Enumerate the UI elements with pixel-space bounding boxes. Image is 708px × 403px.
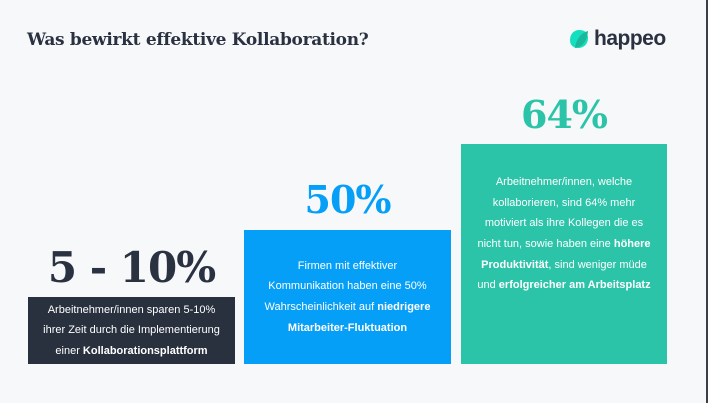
leaf-logo-icon <box>570 30 588 48</box>
highlight-text: Mitarbeiter-Fluktuation <box>287 321 408 334</box>
page-title: Was bewirkt effektive Kollaboration? <box>27 30 369 50</box>
stat-description-line: und erfolgreicher am Arbeitsplatz <box>467 275 661 296</box>
highlight-text: Produktivität <box>481 258 549 271</box>
stat-description-line: Kommunikation haben eine 50% <box>250 276 445 297</box>
stat-box-2: Firmen mit effektiver Kommunikation haben… <box>244 230 451 364</box>
stat-value-3: 64% <box>521 92 608 137</box>
stat-description-line: Wahrscheinlichkeit auf niedrigere <box>250 297 445 318</box>
stat-box-1: Arbeitnehmer/innen sparen 5-10% ihrer Zei… <box>28 297 235 364</box>
stat-description-line: Produktivität, sind weniger müde <box>467 255 661 276</box>
text-segment: Arbeitnehmer/innen, welche <box>495 176 633 189</box>
highlight-text: erfolgreicher am Arbeitsplatz <box>498 279 651 292</box>
text-segment: nicht tun, sowie haben eine <box>477 238 614 250</box>
logo-wordmark: happeo <box>594 27 666 50</box>
stat-description-line: Arbeitnehmer/innen, welche <box>467 172 661 193</box>
text-segment: ihrer Zeit durch die Implementierung <box>43 324 220 337</box>
highlight-text: höhere <box>613 238 651 250</box>
text-segment: Wahrscheinlichkeit auf <box>264 301 378 313</box>
text-segment: Firmen mit effektiver <box>297 259 398 272</box>
stat-description-line: Arbeitnehmer/innen sparen 5-10% <box>34 300 229 321</box>
stat-box-3: Arbeitnehmer/innen, welche kollaborieren,… <box>461 144 667 364</box>
stat-description-line: ihrer Zeit durch die Implementierung <box>34 320 229 341</box>
stat-description-line: motiviert als ihre Kollegen die es <box>467 213 661 234</box>
text-segment: , sind weniger müde <box>548 258 647 271</box>
text-segment: kollaborieren, sind 64% mehr <box>492 196 636 209</box>
stat-description-line: Mitarbeiter-Fluktuation <box>250 318 445 339</box>
text-segment: Kommunikation haben eine 50% <box>268 280 427 293</box>
stat-value-1: 5 - 10% <box>47 243 216 292</box>
window-edge <box>706 0 708 403</box>
highlight-text: niedrigere <box>377 301 431 313</box>
stat-description-line: Firmen mit effektiver <box>250 256 445 277</box>
happeo-logo: happeo <box>569 27 666 51</box>
text-segment: und <box>477 279 499 292</box>
stat-description-line: kollaborieren, sind 64% mehr <box>467 193 661 214</box>
text-segment: einer <box>55 344 83 357</box>
stat-description-line: nicht tun, sowie haben eine höhere <box>467 234 661 255</box>
stat-description-line: einer Kollaborationsplattform <box>34 341 229 362</box>
stat-value-2: 50% <box>304 177 392 222</box>
text-segment: motiviert als ihre Kollegen die es <box>484 217 644 230</box>
highlight-text: Kollaborationsplattform <box>82 344 208 357</box>
text-segment: Arbeitnehmer/innen sparen 5-10% <box>47 303 216 316</box>
